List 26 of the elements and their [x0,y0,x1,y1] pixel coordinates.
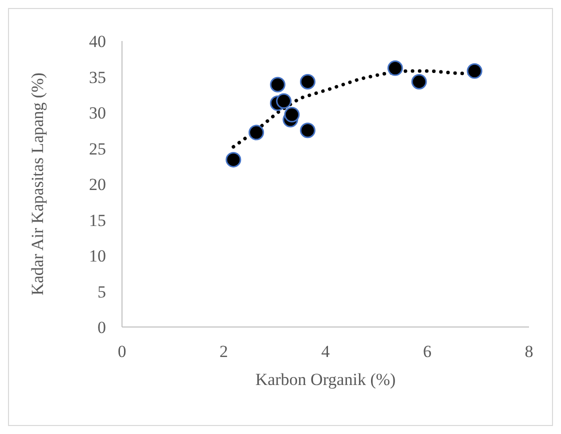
y-tick-label: 15 [89,210,106,230]
y-tick-label: 35 [89,68,106,87]
point [300,74,316,90]
y-tick-label: 40 [89,32,106,52]
point [411,74,427,90]
x-tick-label: 8 [524,342,534,362]
y-axis-title: Kadar Air Kapasitas Lapang (%) [28,72,48,296]
y-tick-label: 25 [89,139,106,158]
x-tick-label: 6 [423,342,432,362]
x-tick-label: 4 [321,342,330,362]
y-tick-label: 30 [89,104,106,123]
y-tick-label: 10 [89,246,106,266]
point [284,106,300,122]
x-tick-label: 0 [118,342,126,362]
y-tick-label: 0 [98,318,106,338]
point [248,124,264,140]
y-tick-label: 5 [98,282,106,302]
point [387,60,403,76]
x-axis-title: Karbon Organik (%) [255,370,396,389]
point [276,93,292,109]
point [300,122,316,138]
x-tick-label: 2 [220,342,228,362]
y-tick-label: 20 [89,175,106,194]
point [270,76,286,92]
point [226,152,242,168]
point [466,63,482,79]
